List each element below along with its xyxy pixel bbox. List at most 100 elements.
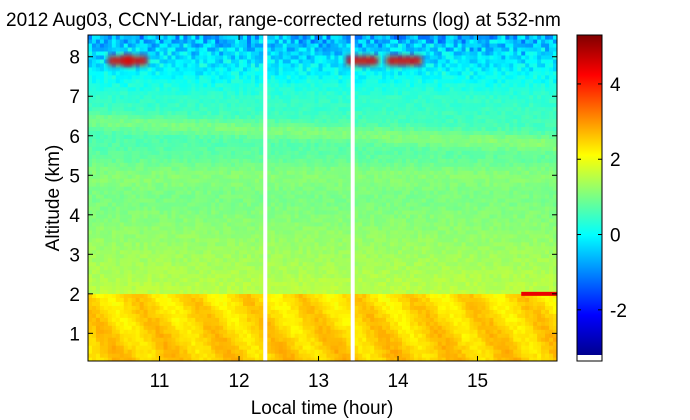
heatmap-cell [119,257,125,263]
heatmap-cell [306,142,312,147]
heatmap-cell [219,70,224,76]
heatmap-cell [167,190,173,195]
heatmap-cell [115,102,121,108]
heatmap-cell [88,166,93,171]
heatmap-cell [290,198,296,203]
heatmap-cell [199,285,204,291]
heatmap-cell [286,186,292,191]
heatmap-cell [183,209,188,215]
heatmap-cell [155,297,161,302]
heatmap-cell [250,194,256,199]
heatmap-cell [155,110,161,116]
heatmap-cell [246,198,252,203]
heatmap-cell [139,213,145,219]
heatmap-cell [175,221,181,227]
heatmap-cell [115,122,121,128]
heatmap-cell [115,158,121,163]
heatmap-cell [99,134,105,139]
heatmap-cell [167,249,173,255]
heatmap-cell [111,162,117,167]
heatmap-cell [318,78,324,84]
heatmap-cell [147,178,153,183]
heatmap-cell [314,289,320,295]
heatmap-cell [314,58,320,64]
heatmap-cell [306,182,312,187]
heatmap-cell [207,313,212,318]
heatmap-cell [91,82,97,88]
heatmap-cell [326,166,332,171]
heatmap-cell [298,357,304,361]
heatmap-cell [123,66,129,72]
heatmap-cell [254,293,260,298]
heatmap-cell [298,190,304,195]
heatmap-cell [254,54,260,60]
heatmap-cell [266,221,272,227]
heatmap-cell [246,94,252,100]
heatmap-cell [318,297,324,302]
heatmap-cell [274,217,280,223]
heatmap-cell [223,301,228,306]
heatmap-cell [171,130,177,135]
heatmap-cell [183,50,188,56]
heatmap-cell [88,62,93,68]
heatmap-cell [219,58,224,64]
heatmap-cell [282,62,288,68]
heatmap-cell [326,313,332,318]
heatmap-cell [227,35,232,40]
heatmap-cell [266,158,272,163]
heatmap-cell [227,217,232,223]
heatmap-cell [151,190,157,195]
heatmap-cell [266,146,272,151]
heatmap-cell [239,54,244,60]
heatmap-cell [163,114,169,120]
heatmap-cell [278,138,284,143]
heatmap-cell [207,229,212,235]
heatmap-cell [243,313,248,318]
heatmap-cell [107,225,113,231]
heatmap-cell [274,261,280,267]
heatmap-cell [322,265,328,271]
heatmap-cell [322,110,328,116]
heatmap-cell [235,58,240,64]
heatmap-cell [147,205,153,211]
heatmap-cell [147,194,153,199]
heatmap-cell [318,325,324,330]
heatmap-cell [99,249,105,255]
heatmap-cell [243,58,248,64]
heatmap-cell [91,305,97,310]
heatmap-cell [274,38,280,44]
heatmap-cell [318,293,324,298]
heatmap-cell [239,213,244,219]
heatmap-cell [302,285,308,291]
heatmap-cell [274,309,280,314]
heatmap-cell [135,229,141,235]
heatmap-cell [278,194,284,199]
heatmap-cell [127,158,133,163]
heatmap-cell [246,66,252,72]
heatmap-cell [302,333,308,338]
heatmap-cell [227,205,232,211]
heatmap-cell [270,166,276,171]
heatmap-cell [195,150,200,155]
heatmap-cell [310,158,316,163]
heatmap-cell [278,46,284,52]
heatmap-cell [266,345,272,350]
heatmap-cell [91,74,97,80]
heatmap-cell [203,150,208,155]
heatmap-cell [123,277,129,283]
heatmap-cell [223,297,228,302]
heatmap-cell [223,102,228,108]
heatmap-cell [123,178,129,183]
heatmap-cell [231,78,236,84]
heatmap-cell [298,130,304,135]
heatmap-cell [135,257,141,263]
heatmap-cell [88,261,93,267]
heatmap-cell [326,357,332,361]
heatmap-cell [167,317,173,322]
heatmap-cell [326,150,332,155]
heatmap-cell [167,285,173,291]
heatmap-cell [88,158,93,163]
heatmap-cell [175,142,181,147]
heatmap-cell [131,178,137,183]
heatmap-cell [223,182,228,187]
